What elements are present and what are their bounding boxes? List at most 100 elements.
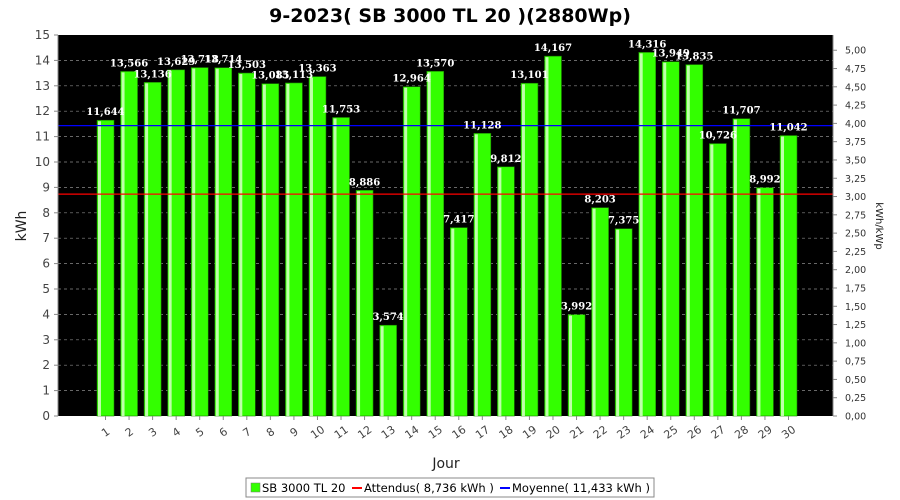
x-tick-label: 5: [193, 425, 206, 440]
bar-highlight: [474, 134, 478, 416]
data-label: 14,316: [628, 39, 666, 50]
bar-highlight: [686, 65, 690, 416]
data-label: 13,363: [298, 64, 336, 75]
data-label: 13,570: [416, 58, 454, 69]
bar-highlight: [569, 315, 573, 416]
data-label: 13,714: [204, 55, 242, 66]
legend-swatch-series: [250, 482, 261, 493]
data-label: 7,375: [608, 216, 639, 227]
data-label: 3,992: [561, 302, 592, 313]
data-label: 8,992: [749, 175, 780, 186]
y2-tick-label: 1,75: [845, 283, 866, 294]
data-label: 8,886: [349, 177, 380, 188]
y2-tick-label: 1,25: [845, 320, 866, 331]
data-label: 11,042: [769, 123, 807, 134]
data-label: 13,085: [251, 71, 289, 82]
y-tick-label: 3: [42, 333, 50, 347]
y-tick-label: 5: [42, 282, 50, 296]
bar-highlight: [498, 167, 502, 416]
x-tick-label: 30: [779, 423, 798, 442]
bar-highlight: [616, 229, 620, 416]
bar-highlight: [262, 84, 266, 417]
y-tick-label: 1: [42, 384, 50, 398]
x-tick-label: 15: [426, 423, 445, 442]
y2-tick-label: 0,50: [845, 375, 866, 386]
y-tick-label: 9: [42, 180, 50, 194]
legend-item-series: SB 3000 TL 20: [262, 481, 346, 495]
y-axis-label: kWh: [14, 211, 30, 242]
bar-highlight: [639, 53, 643, 417]
data-label: 13,503: [228, 60, 266, 71]
y-tick-label: 14: [35, 53, 50, 67]
x-tick-label: 27: [709, 423, 728, 442]
x-tick-label: 26: [685, 423, 704, 442]
y2-tick-label: 2,25: [845, 247, 866, 258]
y-tick-label: 15: [35, 28, 50, 42]
y2-tick-label: 2,50: [845, 229, 866, 240]
y-tick-label: 13: [35, 79, 50, 93]
y-tick-label: 0: [42, 409, 50, 423]
chart-title: 9-2023( SB 3000 TL 20 )(2880Wp): [269, 5, 631, 27]
x-tick-label: 9: [288, 425, 301, 440]
y2-tick-label: 4,50: [845, 82, 866, 93]
data-label: 13,949: [652, 49, 690, 60]
x-tick-label: 16: [450, 423, 469, 442]
y2-axis-label: kWh/kWp: [873, 202, 884, 249]
x-tick-label: 23: [614, 423, 633, 442]
data-label: 7,417: [443, 215, 474, 226]
bar-highlight: [757, 188, 761, 416]
data-label: 9,812: [490, 154, 521, 165]
y2-tick-label: 0,00: [845, 412, 866, 423]
data-label: 13,101: [510, 70, 548, 81]
data-label: 13,718: [181, 55, 219, 66]
y2-tick-label: 5,00: [845, 46, 866, 57]
bar-highlight: [98, 121, 101, 416]
y2-tick-label: 3,75: [845, 137, 866, 148]
x-tick-label: 19: [520, 423, 539, 442]
reference-lines: [58, 125, 833, 195]
bar-highlight: [357, 191, 361, 416]
x-tick-label: 20: [544, 423, 563, 442]
bar-highlight: [286, 83, 290, 416]
x-tick-label: 1: [99, 425, 112, 440]
legend: SB 3000 TL 20 Attendus( 8,736 kWh ) Moye…: [245, 477, 655, 498]
bar-highlight: [733, 119, 737, 416]
y2-tick-label: 0,25: [845, 393, 866, 404]
x-tick-label: 28: [732, 423, 751, 442]
data-label: 11,644: [86, 107, 124, 118]
y2-tick-label: 3,25: [845, 174, 866, 185]
data-label: 13,629: [157, 57, 195, 68]
y2-tick-label: 3,50: [845, 155, 866, 166]
x-axis-label: Jour: [431, 456, 460, 472]
plot-area: [58, 35, 833, 416]
y-tick-label: 6: [42, 257, 50, 271]
bar-highlight: [592, 208, 596, 416]
x-tick-label: 2: [123, 425, 136, 440]
x-tick-label: 3: [146, 425, 159, 440]
x-tick-label: 7: [241, 425, 254, 440]
bar-highlight: [309, 77, 313, 416]
data-label: 11,753: [322, 104, 360, 115]
data-label: 11,128: [463, 120, 501, 131]
x-tick-label: 6: [217, 425, 230, 440]
y-tick-label: 10: [35, 155, 50, 169]
data-label: 14,167: [534, 43, 572, 54]
x-tick-label: 25: [662, 423, 681, 442]
bar-highlight: [427, 72, 431, 417]
x-tick-label: 12: [355, 423, 374, 442]
x-tick-label: 17: [473, 423, 492, 442]
y2-tick-label: 4,00: [845, 119, 866, 130]
x-tick-label: 10: [308, 423, 327, 442]
y-tick-label: 7: [42, 231, 50, 245]
y2-axis-ticks: 0,00 0,25 0,50 0,75 1,00 1,25 1,50 1,75 2,00 2,25…: [833, 46, 866, 423]
data-labels: 11,64413,56613,13613,62913,71813,71413,5…: [86, 39, 807, 323]
bar-highlight: [404, 87, 408, 416]
bar-highlight: [710, 144, 714, 416]
x-axis-ticks: 1 2 3 4 5 6 7 8 9 10 11 12 13 14 15 16 17 18 19 20 21 22 23 24 2…: [99, 416, 798, 442]
bar-highlight: [545, 57, 549, 416]
x-tick-label: 24: [638, 423, 657, 442]
data-label: 10,726: [699, 131, 737, 142]
y-tick-label: 2: [42, 358, 50, 372]
